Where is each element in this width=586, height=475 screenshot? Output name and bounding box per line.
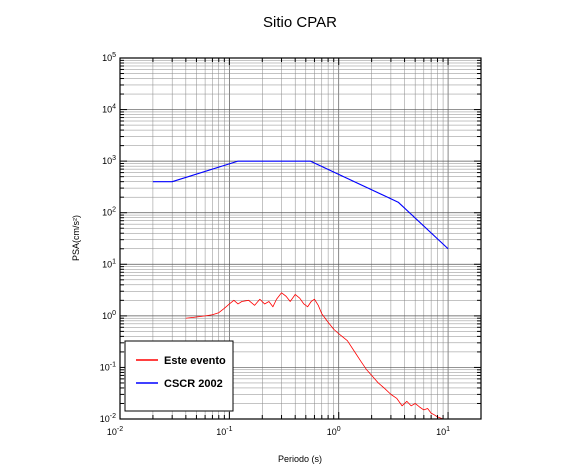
y-tick-label: 10-2 — [100, 413, 116, 424]
legend-label-este-evento: Este evento — [164, 355, 226, 367]
y-tick-label: 101 — [102, 258, 116, 269]
series-line-este-evento — [185, 292, 444, 420]
x-tick-label: 101 — [436, 426, 450, 437]
tick-marks — [119, 57, 482, 420]
legend-label-cscr-2002: CSCR 2002 — [164, 378, 223, 390]
legend-box — [124, 340, 234, 412]
chart-title: Sitio CPAR — [263, 14, 337, 31]
y-tick-label: 102 — [102, 207, 116, 218]
legend: Este evento CSCR 2002 — [124, 340, 234, 412]
y-axis-label: PSA(cm/s²) — [71, 215, 81, 261]
x-tick-label: 10-1 — [216, 426, 232, 437]
plot-frame — [119, 57, 482, 420]
x-tick-label: 10-2 — [107, 426, 123, 437]
x-tick-label: 100 — [327, 426, 341, 437]
x-tick-labels: 10-2 10-1 100 101 — [107, 426, 450, 437]
y-tick-label: 100 — [102, 310, 116, 321]
y-tick-label: 10-1 — [100, 361, 116, 372]
y-tick-label: 105 — [102, 52, 116, 63]
y-tick-labels: 10-2 10-1 100 101 102 103 104 105 — [100, 52, 116, 424]
x-axis-label: Periodo (s) — [278, 454, 322, 464]
y-tick-label: 103 — [102, 155, 116, 166]
y-tick-label: 104 — [102, 104, 116, 115]
series-layer — [152, 160, 449, 420]
series-line-cscr-2002 — [152, 160, 449, 250]
